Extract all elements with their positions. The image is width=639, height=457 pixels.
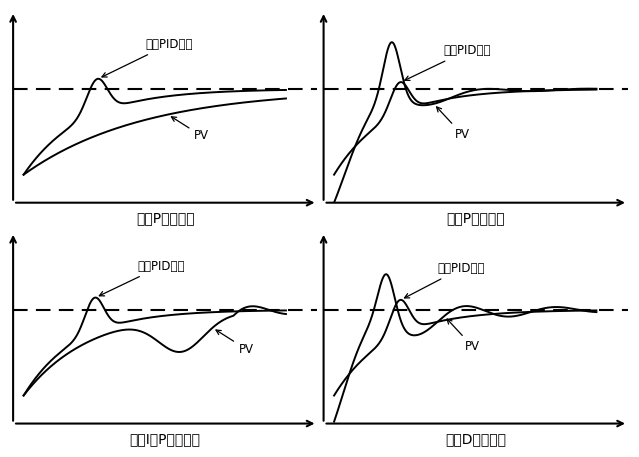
Text: PV: PV — [436, 107, 470, 141]
Text: 理想PID控制: 理想PID控制 — [404, 262, 485, 298]
Text: 理想PID控制: 理想PID控制 — [404, 44, 491, 80]
X-axis label: 减少D的设定值: 减少D的设定值 — [445, 432, 506, 446]
Text: PV: PV — [447, 319, 481, 353]
X-axis label: 增加P的设定值: 增加P的设定值 — [447, 211, 505, 225]
Text: 理想PID控制: 理想PID控制 — [102, 38, 193, 77]
X-axis label: 减少P的设定值: 减少P的设定值 — [136, 211, 195, 225]
Text: PV: PV — [171, 117, 209, 143]
X-axis label: 增加I或P的设定值: 增加I或P的设定值 — [130, 432, 201, 446]
Text: PV: PV — [216, 330, 254, 356]
Text: 理想PID控制: 理想PID控制 — [99, 260, 185, 296]
